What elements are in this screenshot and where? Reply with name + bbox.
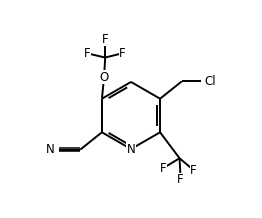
Text: F: F — [190, 164, 197, 177]
Text: Cl: Cl — [204, 75, 216, 88]
Text: F: F — [102, 33, 108, 46]
Text: O: O — [100, 71, 109, 83]
Text: F: F — [119, 47, 126, 60]
Text: N: N — [127, 143, 135, 156]
Text: F: F — [84, 47, 90, 60]
Text: N: N — [46, 143, 55, 156]
Text: F: F — [177, 174, 184, 186]
Text: F: F — [160, 162, 167, 175]
